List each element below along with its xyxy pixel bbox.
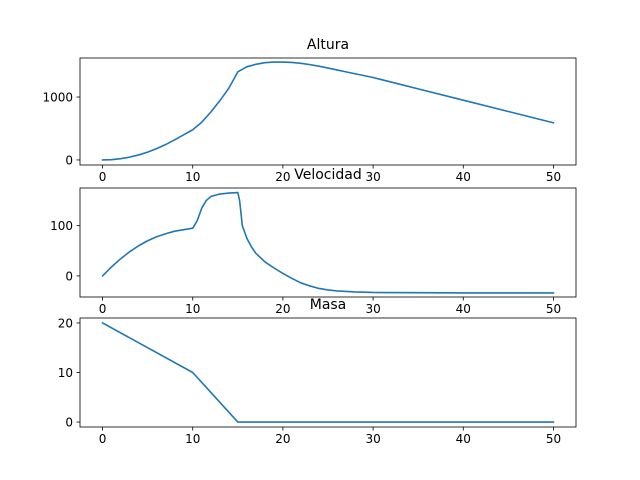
- chart-title: Altura: [307, 37, 349, 53]
- axes-frame: [79, 57, 577, 166]
- x-tick-label: 10: [185, 302, 200, 316]
- y-tick-label: 10: [58, 366, 73, 380]
- x-tick-label: 0: [99, 302, 107, 316]
- x-tick-label: 50: [546, 432, 561, 446]
- x-tick-label: 10: [185, 170, 200, 184]
- x-tick-label: 20: [275, 432, 290, 446]
- x-tick-label: 30: [365, 302, 380, 316]
- x-tick-label: 50: [546, 302, 561, 316]
- series-line-1-1: [101, 61, 555, 161]
- y-tick-label: 0: [65, 269, 73, 283]
- x-tick-label: 40: [456, 302, 471, 316]
- x-tick-label: 30: [365, 432, 380, 446]
- x-tick-label: 40: [456, 170, 471, 184]
- axes-frame: [79, 187, 577, 298]
- x-tick-label: 40: [456, 432, 471, 446]
- series-line-3-1: [101, 321, 555, 423]
- subplot-3: 0 10 20 30 40 50 0 10 20 Masa: [58, 297, 577, 446]
- chart-title: Velocidad: [294, 167, 362, 183]
- y-tick-label: 20: [58, 316, 73, 330]
- y-tick-label: 0: [65, 153, 73, 167]
- series-line-2-1: [101, 191, 555, 294]
- y-tick-label: 100: [50, 219, 73, 233]
- x-tick-label: 30: [365, 170, 380, 184]
- x-tick-label: 20: [275, 170, 290, 184]
- x-tick-label: 0: [99, 432, 107, 446]
- subplot-1: 0 10 20 30 40 50 0 1000 Altura: [42, 37, 577, 184]
- x-tick-label: 10: [185, 432, 200, 446]
- y-tick-label: 0: [65, 416, 73, 430]
- x-tick-label: 0: [99, 170, 107, 184]
- x-tick-label: 50: [546, 170, 561, 184]
- chart-title: Masa: [310, 297, 347, 313]
- y-tick-label: 1000: [42, 91, 73, 105]
- x-tick-label: 20: [275, 302, 290, 316]
